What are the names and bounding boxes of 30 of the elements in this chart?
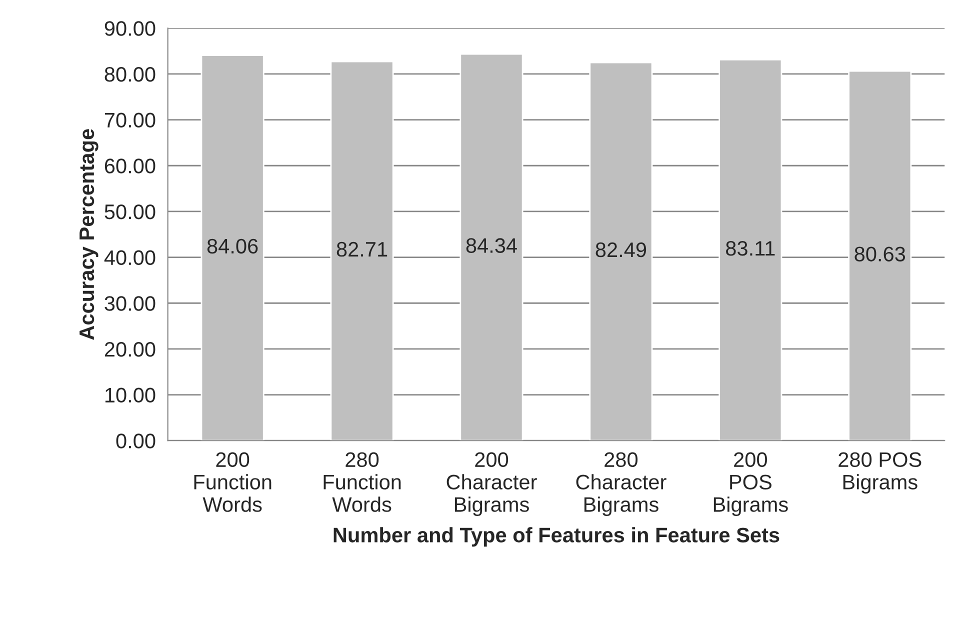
x-tick-label: 280 Character Bigrams [576, 452, 666, 516]
y-tick-label: 60.00 [104, 158, 156, 174]
y-tick-label: 10.00 [105, 388, 156, 403]
data-label: 80.63 [854, 246, 906, 262]
bar [200, 54, 264, 441]
x-tick-label: 280 Function Words [324, 452, 401, 512]
bar [330, 60, 394, 441]
y-axis-title: Accuracy Percentage [80, 129, 98, 340]
data-label: 84.06 [207, 238, 258, 254]
y-tick-label: 90.00 [104, 21, 156, 36]
y-tick-label: 20.00 [104, 342, 156, 357]
bar [589, 62, 653, 441]
x-tick-label: 200 POS Bigrams [714, 452, 788, 516]
bar [718, 59, 782, 441]
data-label: 82.49 [596, 242, 646, 258]
y-tick-label: 30.00 [104, 296, 156, 311]
y-tick-label: 50.00 [104, 204, 156, 220]
bar [460, 53, 524, 441]
x-tick-label: 280 POS Bigrams [838, 452, 922, 494]
y-tick-label: 40.00 [104, 250, 156, 266]
bar [848, 70, 912, 441]
x-axis-title: Number and Type of Features in Feature Sets [334, 527, 780, 547]
x-tick-label: 200 Character Bigrams [446, 452, 537, 516]
y-tick-label: 80.00 [104, 66, 156, 82]
data-label: 82.71 [336, 242, 388, 257]
y-tick-label: 70.00 [104, 112, 156, 128]
x-tick-label: 200 Function Words [194, 452, 272, 512]
y-tick-label: 0.00 [116, 434, 156, 448]
data-label: 83.11 [726, 241, 775, 256]
data-label: 84.34 [466, 238, 517, 253]
